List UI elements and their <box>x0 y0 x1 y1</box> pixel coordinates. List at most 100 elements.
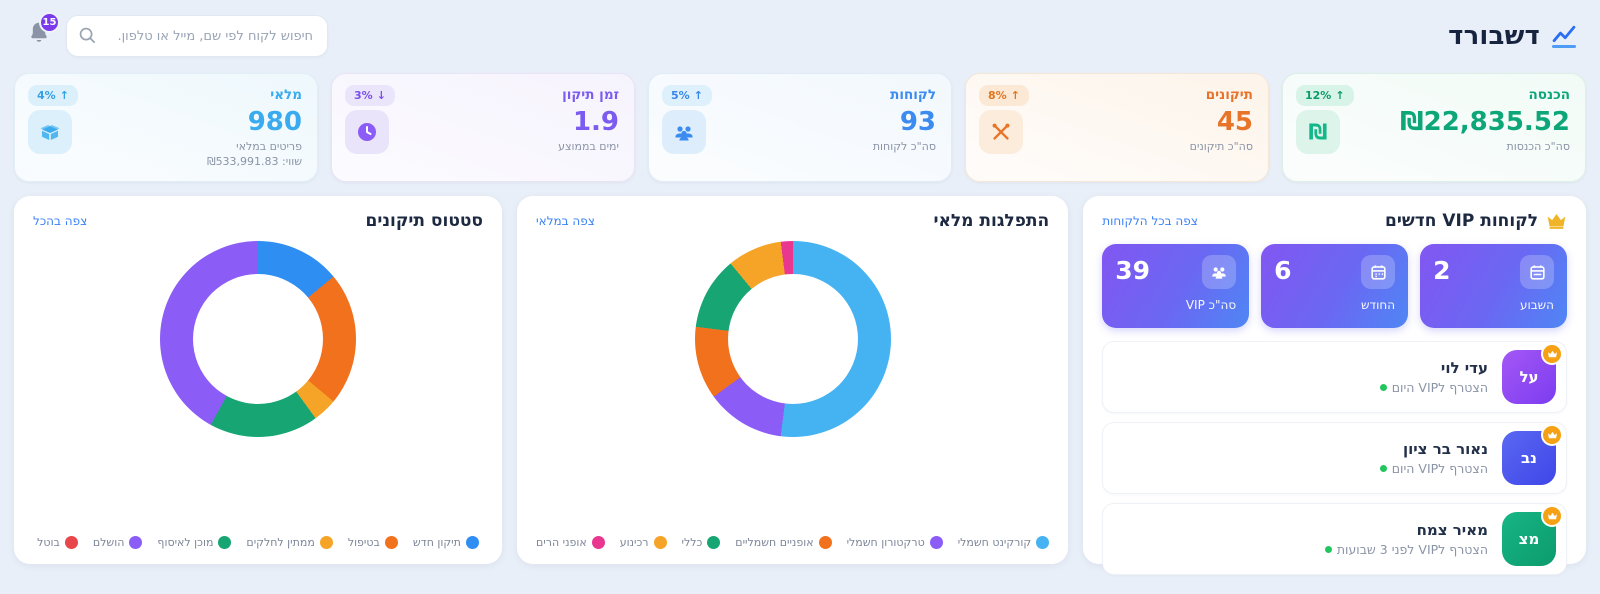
trend-arrow-icon: ↓ <box>376 89 386 102</box>
stat-value: 1.9 <box>572 107 619 137</box>
chart-line-icon <box>1550 22 1578 50</box>
vip-tiles: 2 השבוע 6 החודש 39 סה"כ VIP <box>1102 244 1567 328</box>
vip-tile-value: 2 <box>1433 256 1451 285</box>
stat-card-income: הכנסה ↑ 12% ₪22,835.52 סה"כ הכנסות ₪ <box>1282 73 1586 182</box>
legend-color-dot <box>129 536 143 549</box>
vip-customer-row[interactable]: נב נאור בר ציון הצטרף לVIP היום <box>1102 422 1567 494</box>
stat-value: ₪22,835.52 <box>1400 107 1570 137</box>
vip-crown-badge-icon <box>1541 424 1563 446</box>
stat-value: 93 <box>899 107 936 137</box>
chart-title: סטטוס תיקונים <box>365 211 483 231</box>
vip-customer-row[interactable]: על עדי לוי הצטרף לVIP היום <box>1102 341 1567 413</box>
legend-label: הושלם <box>92 536 125 549</box>
tools-icon <box>979 110 1023 154</box>
chart-legend: קורקינט חשמלי טרקטורון חשמלי אופניים חשמלי… <box>536 536 1050 551</box>
page-title: דשבורד <box>1448 21 1540 51</box>
notifications-button[interactable]: 15 <box>22 12 60 53</box>
trend-arrow-icon: ↑ <box>59 89 69 102</box>
clock-icon <box>345 110 389 154</box>
legend-item: בטיפול <box>348 536 398 549</box>
legend-item: הושלם <box>93 536 143 549</box>
legend-color-dot <box>591 536 605 549</box>
trend-badge: ↑ 8% <box>979 85 1029 106</box>
legend-label: תיקון חדש <box>412 536 461 549</box>
customer-name: מאיר צמח <box>1416 521 1488 539</box>
vip-customer-row[interactable]: מצ מאיר צמח הצטרף לVIP לפני 3 שבועות <box>1102 503 1567 575</box>
view-all-repairs-link[interactable]: צפה בהכל <box>33 214 88 228</box>
vip-crown-badge-icon <box>1541 343 1563 365</box>
stat-title: תיקונים <box>1205 87 1253 103</box>
repair-status-donut-chart[interactable] <box>160 241 356 437</box>
legend-label: בטיפול <box>347 536 380 549</box>
legend-label: קורקינט חשמלי <box>957 536 1032 549</box>
legend-label: אופניים חשמליים <box>735 536 814 549</box>
trend-badge: ↑ 12% <box>1296 85 1354 106</box>
vip-customers-panel: לקוחות VIP חדשים צפה בכל הלקוחות 2 השבוע 6… <box>1083 196 1586 575</box>
online-status-dot <box>1324 546 1332 553</box>
legend-item: בוטל <box>37 536 78 549</box>
avatar: על <box>1502 343 1563 404</box>
view-inventory-link[interactable]: צפה במלאי <box>535 214 595 228</box>
stat-sub: פריטים במלאי <box>236 139 302 153</box>
vip-tile-value: 39 <box>1115 256 1150 285</box>
stat-value: 980 <box>247 107 302 137</box>
online-status-dot <box>1379 465 1387 472</box>
top-bar: דשבורד 15 <box>0 0 1600 67</box>
customer-vip-status: הצטרף לVIP היום <box>1379 461 1488 476</box>
inventory-donut-chart[interactable] <box>694 241 891 437</box>
legend-color-dot <box>1036 536 1050 549</box>
search-group: 15 <box>22 12 328 57</box>
stat-sub: סה"כ לקוחות <box>872 139 936 153</box>
customer-vip-status: הצטרף לVIP לפני 3 שבועות <box>1324 542 1488 557</box>
trend-badge: ↑ 5% <box>662 85 712 106</box>
repair-status-panel: סטטוס תיקונים צפה בהכל תיקון חדש בטיפול ממ… <box>14 196 502 564</box>
customer-vip-status: הצטרף לVIP היום <box>1379 380 1488 395</box>
users-icon <box>1202 255 1237 289</box>
vip-crown-badge-icon <box>1541 505 1563 527</box>
stat-title: הכנסה <box>1528 87 1571 103</box>
legend-label: מוכן לאיסוף <box>157 536 214 549</box>
panels-row: לקוחות VIP חדשים צפה בכל הלקוחות 2 השבוע 6… <box>0 182 1600 575</box>
stat-title: מלאי <box>270 87 302 103</box>
chart-legend: תיקון חדש בטיפול ממתין לחלקים מוכן לאיסוף הו… <box>37 536 479 551</box>
calendar-week-icon <box>1520 255 1554 289</box>
chart-title: התפלגות מלאי <box>933 211 1050 231</box>
vip-customer-list: על עדי לוי הצטרף לVIP היום נב נאור בר ציון הצ… <box>1102 341 1567 575</box>
vip-tile-label: סה"כ VIP <box>1185 298 1237 312</box>
legend-label: רכינוע <box>619 536 649 549</box>
inventory-distribution-panel: התפלגות מלאי צפה במלאי קורקינט חשמלי טרקט… <box>516 196 1069 564</box>
legend-color-dot <box>218 536 232 549</box>
shekel-icon: ₪ <box>1296 110 1340 154</box>
stat-card-repairs: תיקונים ↑ 8% 45 סה"כ תיקונים <box>965 73 1269 182</box>
avatar: מצ <box>1502 505 1563 566</box>
legend-color-dot <box>653 536 667 549</box>
legend-item: קורקינט חשמלי <box>957 536 1050 549</box>
legend-item: טרקטורון חשמלי <box>847 536 943 549</box>
legend-color-dot <box>929 536 943 549</box>
page-title-wrap: דשבורד <box>1448 21 1578 51</box>
stat-title: זמן תיקון <box>562 87 619 103</box>
vip-tile-value: 6 <box>1274 256 1292 285</box>
stat-cards-row: הכנסה ↑ 12% ₪22,835.52 סה"כ הכנסות ₪ תיק… <box>0 67 1600 182</box>
stat-extra-value: שווי: ₪533,991.83 <box>206 154 302 168</box>
trend-arrow-icon: ↑ <box>1010 89 1020 102</box>
customer-name: נאור בר ציון <box>1402 440 1488 458</box>
vip-stat-tile: 2 השבוע <box>1420 244 1567 328</box>
search-input[interactable] <box>66 15 328 57</box>
view-all-customers-link[interactable]: צפה בכל הלקוחות <box>1102 214 1198 228</box>
calendar-icon <box>1361 255 1396 289</box>
stat-card-inventory: מלאי ↑ 4% 980 פריטים במלאי שווי: ₪533,99… <box>14 73 318 182</box>
vip-stat-tile: 6 החודש <box>1261 244 1409 328</box>
crown-icon <box>1546 212 1567 230</box>
stat-value: 45 <box>1216 107 1253 137</box>
trend-badge: ↓ 3% <box>345 85 395 106</box>
online-status-dot <box>1379 384 1387 391</box>
notification-count-badge: 15 <box>39 12 60 33</box>
legend-label: טרקטורון חשמלי <box>846 536 925 549</box>
legend-color-dot <box>319 536 333 549</box>
box-icon <box>28 110 72 154</box>
vip-tile-label: החודש <box>1361 298 1396 312</box>
stat-sub: סה"כ הכנסות <box>1506 139 1570 153</box>
vip-stat-tile: 39 סה"כ VIP <box>1102 244 1250 328</box>
avatar: נב <box>1502 424 1563 485</box>
